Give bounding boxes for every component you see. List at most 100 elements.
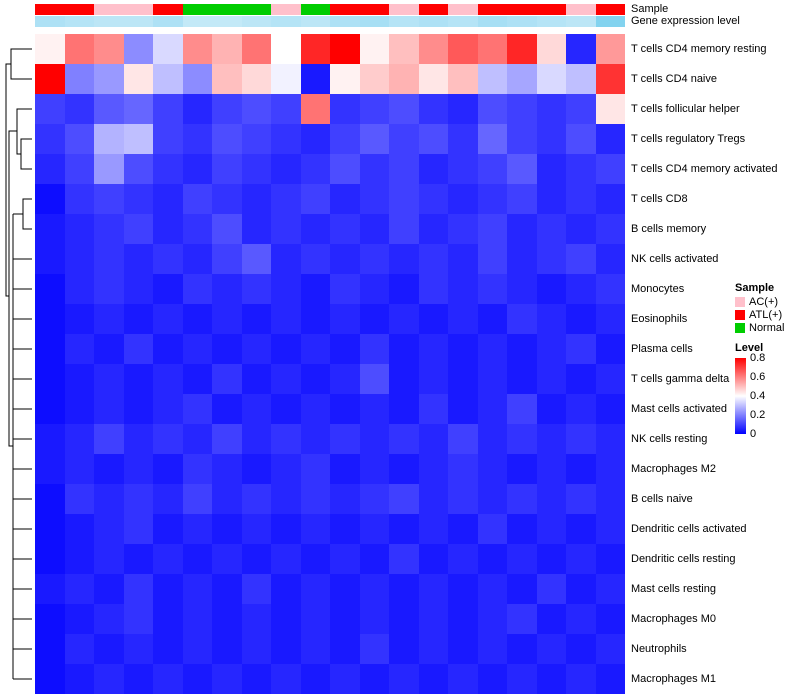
heatmap-cell [300, 484, 330, 514]
heatmap-cell [477, 34, 507, 64]
heatmap-cell [212, 274, 242, 304]
heatmap-cell [241, 184, 271, 214]
heatmap-cell [64, 274, 94, 304]
heatmap-cell [330, 34, 360, 64]
expression-annotation-cell [448, 16, 478, 27]
level-colorbar: 0.8 0.6 0.4 0.2 0 [735, 353, 799, 440]
heatmap-cell [359, 574, 389, 604]
heatmap-cell [389, 274, 419, 304]
heatmap-cell [477, 334, 507, 364]
heatmap-cell [595, 244, 625, 274]
sample-annotation-cell [448, 4, 478, 15]
heatmap-cell [566, 244, 596, 274]
row-labels: T cells CD4 memory resting T cells CD4 na… [631, 34, 796, 694]
expression-annotation-cell [153, 16, 183, 27]
heatmap-cell [64, 664, 94, 694]
heatmap-cell [35, 424, 65, 454]
heatmap-cell [389, 244, 419, 274]
annotation-label-expression: Gene expression level [631, 15, 740, 27]
heatmap-cell [300, 454, 330, 484]
heatmap-cell [241, 214, 271, 244]
heatmap-cell [359, 634, 389, 664]
heatmap-cell [123, 124, 153, 154]
row-label: Mast cells activated [631, 403, 727, 415]
heatmap-cell [64, 424, 94, 454]
level-tick: 0 [750, 428, 757, 440]
sample-annotation-cell [330, 4, 360, 15]
legend-label-atl: ATL(+) [749, 309, 783, 321]
heatmap-cell [477, 274, 507, 304]
heatmap-cell [566, 574, 596, 604]
heatmap-cell [123, 154, 153, 184]
expression-annotation-cell [64, 16, 94, 27]
heatmap-cell [94, 394, 124, 424]
heatmap-cell [64, 64, 94, 94]
heatmap-cell [153, 634, 183, 664]
heatmap-cell [566, 34, 596, 64]
heatmap-cell [477, 304, 507, 334]
heatmap-cell [153, 154, 183, 184]
heatmap-cell [182, 634, 212, 664]
heatmap-cell [359, 424, 389, 454]
heatmap-cell [212, 154, 242, 184]
heatmap-cell [448, 214, 478, 244]
heatmap-cell [418, 664, 448, 694]
heatmap-cell [153, 514, 183, 544]
heatmap-cell [389, 214, 419, 244]
heatmap-cell [566, 544, 596, 574]
heatmap-cell [300, 604, 330, 634]
row-label: NK cells resting [631, 433, 708, 445]
row-label: Monocytes [631, 283, 685, 295]
heatmap-cell [477, 604, 507, 634]
heatmap-cell [566, 154, 596, 184]
heatmap-cell [182, 274, 212, 304]
row-label: Dendritic cells activated [631, 523, 747, 535]
heatmap-cell [477, 454, 507, 484]
heatmap-cell [418, 424, 448, 454]
heatmap-cell [359, 124, 389, 154]
heatmap-cell [153, 244, 183, 274]
sample-annotation-cell [182, 4, 212, 15]
heatmap-cell [330, 334, 360, 364]
heatmap-cell [536, 484, 566, 514]
heatmap-cell [477, 154, 507, 184]
heatmap-cell [182, 334, 212, 364]
expression-annotation-cell [35, 16, 65, 27]
heatmap-cell [536, 514, 566, 544]
heatmap-cell [418, 574, 448, 604]
heatmap-cell [241, 274, 271, 304]
heatmap-cell [64, 184, 94, 214]
heatmap-cell [330, 604, 360, 634]
heatmap-cell [389, 664, 419, 694]
heatmap-cell [123, 604, 153, 634]
heatmap-cell [330, 364, 360, 394]
heatmap-cell [389, 154, 419, 184]
heatmap-cell [566, 274, 596, 304]
heatmap-cell [418, 244, 448, 274]
heatmap-cell [182, 394, 212, 424]
heatmap-cell [507, 124, 537, 154]
heatmap-cell [212, 454, 242, 484]
heatmap-cell [389, 184, 419, 214]
heatmap-cell [477, 514, 507, 544]
heatmap-cell [477, 544, 507, 574]
heatmap-cell [330, 244, 360, 274]
heatmap-cell [182, 664, 212, 694]
sample-annotation-cell [271, 4, 301, 15]
heatmap-cell [182, 544, 212, 574]
heatmap-cell [271, 154, 301, 184]
row-label: Eosinophils [631, 313, 688, 325]
heatmap-cell [595, 154, 625, 184]
heatmap-cell [64, 124, 94, 154]
heatmap-cell [64, 34, 94, 64]
heatmap-cell [418, 184, 448, 214]
heatmap-cell [389, 634, 419, 664]
heatmap-cell [595, 364, 625, 394]
heatmap-cell [595, 334, 625, 364]
heatmap-cell [35, 124, 65, 154]
heatmap-cell [418, 154, 448, 184]
heatmap-cell [300, 34, 330, 64]
heatmap-cell [94, 304, 124, 334]
heatmap-cell [507, 244, 537, 274]
heatmap-cell [241, 424, 271, 454]
